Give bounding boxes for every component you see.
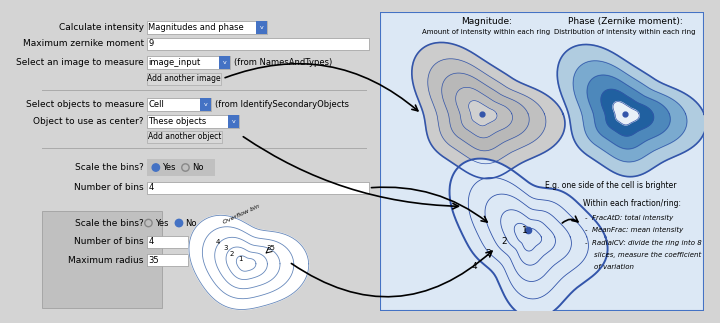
Polygon shape: [613, 102, 639, 125]
Text: Calculate intensity: Calculate intensity: [59, 23, 144, 32]
Text: Yes: Yes: [162, 163, 176, 172]
Text: (from NamesAndTypes): (from NamesAndTypes): [235, 58, 333, 68]
Text: -  FracAtD: total intensity: - FracAtD: total intensity: [585, 214, 673, 221]
Text: Maximum zernike moment: Maximum zernike moment: [23, 39, 144, 48]
Text: Add another object: Add another object: [148, 132, 221, 141]
Text: 4: 4: [472, 262, 477, 271]
Text: slices, measure the coefficient: slices, measure the coefficient: [585, 252, 701, 258]
Text: Select an image to measure: Select an image to measure: [16, 58, 144, 68]
Text: -  MeanFrac: mean intensity: - MeanFrac: mean intensity: [585, 227, 683, 234]
Polygon shape: [226, 247, 267, 280]
Text: Maximum radius: Maximum radius: [68, 255, 144, 265]
FancyBboxPatch shape: [147, 98, 212, 111]
Text: v: v: [222, 60, 226, 66]
Text: v: v: [232, 119, 235, 124]
Text: Object to use as center?: Object to use as center?: [33, 117, 144, 126]
FancyBboxPatch shape: [147, 115, 239, 128]
Text: (from IdentifySecondaryObjects: (from IdentifySecondaryObjects: [215, 100, 349, 109]
Polygon shape: [601, 89, 654, 136]
Bar: [379, 12, 703, 311]
FancyBboxPatch shape: [147, 73, 220, 85]
Text: These objects: These objects: [148, 117, 207, 126]
Polygon shape: [202, 227, 294, 299]
Text: Magnitude:: Magnitude:: [461, 17, 512, 26]
Text: of variation: of variation: [585, 265, 634, 270]
Text: 35: 35: [148, 255, 159, 265]
Text: Add another image: Add another image: [147, 74, 220, 83]
Text: 1: 1: [522, 226, 528, 235]
Polygon shape: [469, 100, 497, 126]
Bar: [256, 21, 267, 34]
Polygon shape: [500, 210, 555, 265]
Bar: [200, 98, 212, 111]
Polygon shape: [456, 87, 513, 138]
Text: 4: 4: [148, 183, 153, 193]
Bar: [228, 115, 239, 128]
Circle shape: [175, 219, 183, 227]
FancyBboxPatch shape: [147, 182, 369, 194]
Polygon shape: [485, 194, 572, 282]
Text: image_input: image_input: [148, 58, 201, 68]
Text: 4: 4: [216, 239, 220, 245]
Text: -  RadialCV: divide the ring into 8: - RadialCV: divide the ring into 8: [585, 240, 702, 246]
FancyBboxPatch shape: [147, 21, 267, 34]
Text: 4: 4: [148, 237, 153, 246]
Text: 3: 3: [485, 249, 491, 258]
Text: 1: 1: [238, 256, 243, 262]
Polygon shape: [468, 177, 588, 299]
Polygon shape: [587, 75, 670, 149]
Polygon shape: [441, 73, 529, 151]
FancyBboxPatch shape: [147, 57, 230, 69]
Bar: [37, 12, 379, 311]
Polygon shape: [557, 45, 706, 177]
Polygon shape: [236, 256, 256, 271]
Text: Scale the bins?: Scale the bins?: [75, 163, 144, 172]
FancyBboxPatch shape: [147, 235, 188, 247]
Polygon shape: [189, 215, 309, 309]
Polygon shape: [412, 42, 565, 179]
Bar: [42, 211, 162, 308]
Polygon shape: [514, 223, 541, 251]
Polygon shape: [573, 61, 687, 162]
FancyBboxPatch shape: [147, 37, 369, 49]
Text: Within each fraction/ring:: Within each fraction/ring:: [583, 199, 681, 208]
Text: Magnitudes and phase: Magnitudes and phase: [148, 23, 244, 32]
FancyBboxPatch shape: [147, 131, 222, 143]
Text: Number of bins: Number of bins: [74, 183, 144, 193]
Text: v: v: [204, 102, 207, 107]
Text: Phase (Zernike moment):: Phase (Zernike moment):: [567, 17, 683, 26]
FancyBboxPatch shape: [147, 254, 188, 266]
Text: Cell: Cell: [148, 100, 164, 109]
Polygon shape: [428, 59, 546, 164]
Text: Amount of intensity within each ring: Amount of intensity within each ring: [422, 29, 550, 36]
Text: v: v: [259, 25, 264, 30]
Text: 2: 2: [230, 251, 234, 256]
Text: Number of bins: Number of bins: [74, 237, 144, 246]
Circle shape: [152, 164, 160, 171]
Text: No: No: [192, 163, 204, 172]
Text: 9: 9: [148, 39, 153, 48]
Polygon shape: [449, 159, 608, 318]
Bar: [219, 57, 230, 69]
Text: 35: 35: [267, 245, 276, 251]
Text: 3: 3: [223, 245, 228, 251]
Text: Distribution of intensity within each ring: Distribution of intensity within each ri…: [554, 29, 696, 36]
Polygon shape: [215, 237, 280, 289]
Text: 2: 2: [501, 237, 507, 246]
Bar: [147, 159, 215, 176]
Text: E.g. one side of the cell is brighter: E.g. one side of the cell is brighter: [545, 181, 677, 190]
Text: No: No: [186, 219, 197, 227]
Text: Overflow bin: Overflow bin: [222, 203, 260, 224]
Text: Select objects to measure: Select objects to measure: [26, 100, 144, 109]
Text: Scale the bins?: Scale the bins?: [75, 219, 144, 227]
Text: Yes: Yes: [155, 219, 168, 227]
